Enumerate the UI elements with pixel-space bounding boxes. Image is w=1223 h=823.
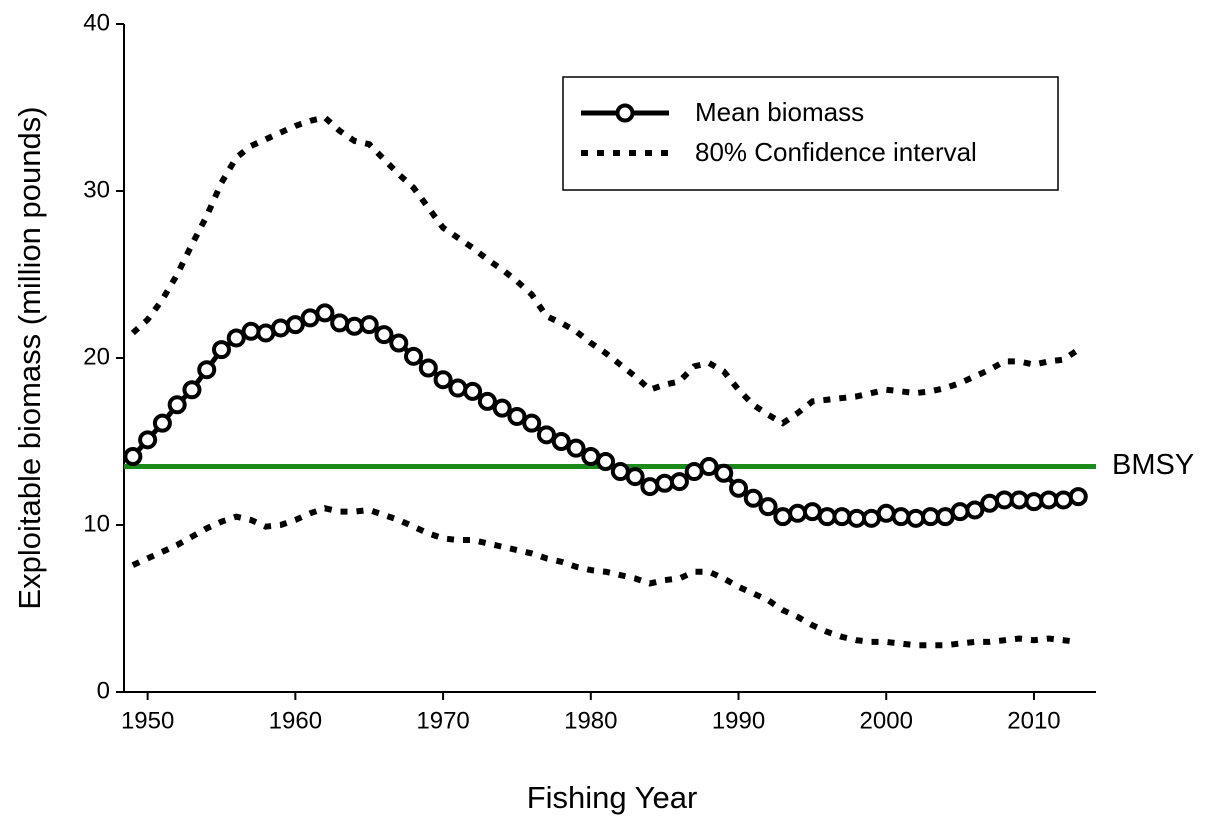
mean-marker <box>891 507 911 527</box>
mean-marker <box>536 425 556 445</box>
x-tick-label: 2010 <box>1007 707 1060 734</box>
mean-marker <box>994 490 1014 510</box>
mean-marker <box>950 502 970 522</box>
reference-label: BMSY <box>1112 449 1194 481</box>
mean-marker <box>256 323 276 343</box>
mean-marker <box>448 378 468 398</box>
mean-marker <box>389 333 409 353</box>
legend-label: 80% Confidence interval <box>695 137 977 167</box>
mean-marker <box>758 497 778 517</box>
mean-marker <box>1054 490 1074 510</box>
mean-marker <box>980 493 1000 513</box>
mean-marker <box>152 413 172 433</box>
mean-marker <box>138 430 158 450</box>
mean-marker <box>625 467 645 487</box>
mean-marker <box>876 503 896 523</box>
mean-marker <box>743 488 763 508</box>
mean-marker <box>714 463 734 483</box>
legend-marker <box>615 103 635 123</box>
mean-line <box>130 310 1079 521</box>
x-tick-label: 1960 <box>269 707 322 734</box>
mean-marker <box>211 340 231 360</box>
mean-marker <box>330 313 350 333</box>
mean-marker <box>477 391 497 411</box>
mean-marker <box>433 370 453 390</box>
mean-marker <box>123 447 143 467</box>
mean-marker <box>773 507 793 527</box>
mean-marker <box>669 472 689 492</box>
mean-marker <box>1024 492 1044 512</box>
mean-marker <box>492 398 512 418</box>
y-axis-label: Exploitable biomass (million pounds) <box>12 106 47 609</box>
mean-marker <box>965 500 985 520</box>
mean-marker <box>817 507 837 527</box>
y-tick-label: 0 <box>97 677 110 704</box>
mean-marker <box>788 503 808 523</box>
mean-marker <box>596 452 616 472</box>
mean-marker <box>861 508 881 528</box>
y-tick-label: 40 <box>83 9 110 36</box>
mean-marker <box>551 432 571 451</box>
mean-marker <box>522 413 542 433</box>
mean-marker <box>167 395 187 415</box>
mean-marker <box>566 438 586 458</box>
mean-marker <box>344 316 364 336</box>
mean-marker <box>1068 487 1088 507</box>
mean-marker <box>197 360 217 380</box>
mean-marker <box>921 507 941 527</box>
mean-marker <box>418 358 438 378</box>
mean-marker <box>832 507 852 527</box>
mean-marker <box>285 315 305 335</box>
mean-marker <box>640 477 660 497</box>
mean-marker <box>374 325 394 345</box>
mean-marker <box>684 462 704 482</box>
mean-marker <box>226 328 246 348</box>
mean-marker <box>404 346 424 366</box>
mean-marker <box>1009 490 1029 510</box>
mean-marker <box>507 406 527 426</box>
ci-upper <box>130 114 1080 427</box>
mean-marker <box>906 508 926 528</box>
mean-marker <box>729 478 749 498</box>
mean-marker <box>315 303 335 323</box>
mean-marker <box>581 447 601 467</box>
mean-marker <box>1039 490 1059 510</box>
y-tick-label: 10 <box>83 510 110 537</box>
legend-label: Mean biomass <box>695 97 864 127</box>
mean-marker <box>802 502 822 522</box>
mean-marker <box>610 462 630 482</box>
mean-marker <box>847 508 867 528</box>
x-tick-label: 1990 <box>712 707 765 734</box>
y-tick-label: 20 <box>83 343 110 370</box>
mean-marker <box>359 315 379 335</box>
mean-marker <box>182 380 202 400</box>
mean-marker <box>655 473 675 493</box>
mean-marker <box>699 457 719 477</box>
ci-lower <box>131 505 1079 649</box>
y-tick-label: 30 <box>83 176 110 203</box>
x-tick-label: 1950 <box>121 707 174 734</box>
mean-marker <box>300 308 320 328</box>
x-tick-label: 1970 <box>416 707 469 734</box>
x-tick-label: 2000 <box>860 707 913 734</box>
mean-marker <box>463 381 483 401</box>
x-tick-label: 1980 <box>564 707 617 734</box>
legend-box <box>562 76 1059 191</box>
x-axis-label: Fishing Year <box>527 780 698 815</box>
mean-marker <box>935 507 955 527</box>
mean-marker <box>271 318 291 338</box>
mean-marker <box>241 321 261 341</box>
